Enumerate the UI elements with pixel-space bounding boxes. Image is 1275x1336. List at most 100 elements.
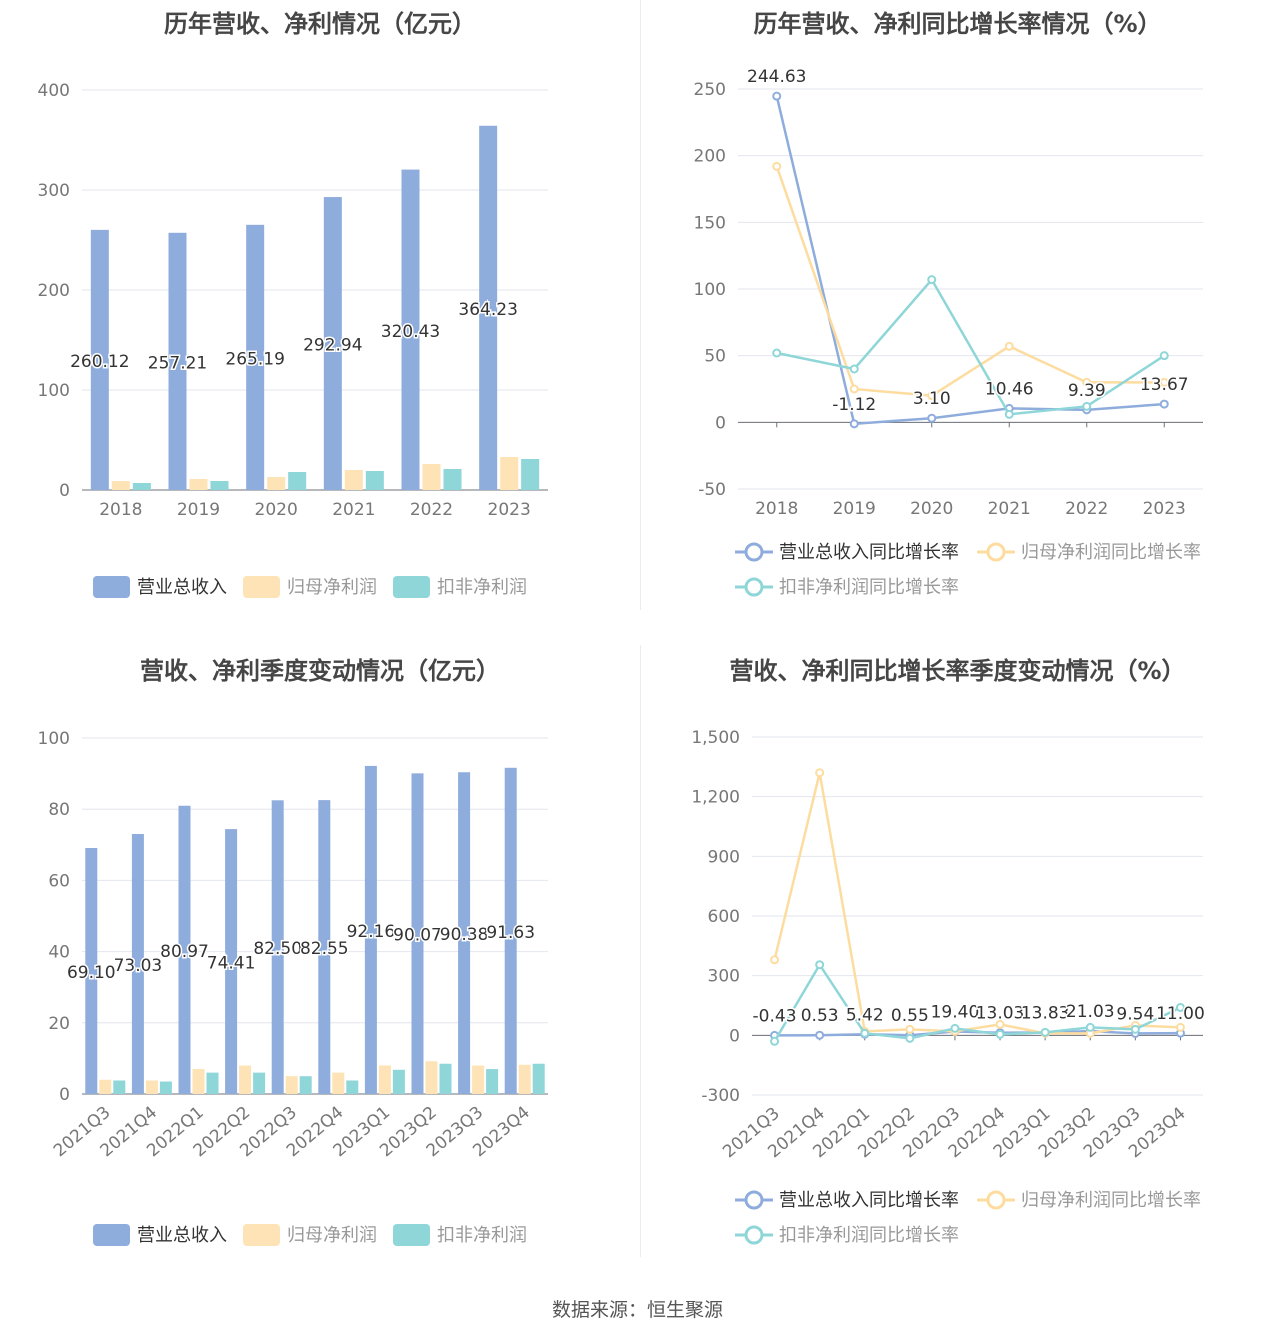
vertical-divider-top bbox=[640, 0, 641, 610]
y-tick-label: 20 bbox=[48, 1014, 70, 1034]
data-label: 21.03 bbox=[1066, 1002, 1115, 1022]
bar-revenue bbox=[271, 800, 284, 1094]
bar-net-profit bbox=[344, 470, 363, 490]
data-label: 19.40 bbox=[931, 1002, 980, 1022]
data-point bbox=[849, 419, 859, 429]
bar-net-profit bbox=[192, 1069, 205, 1094]
bar-revenue bbox=[401, 169, 420, 490]
bar-revenue bbox=[246, 224, 265, 490]
bar-deducted-profit bbox=[210, 481, 229, 490]
legend-swatch bbox=[243, 576, 280, 598]
bar-revenue bbox=[168, 232, 187, 491]
bar-revenue bbox=[131, 834, 144, 1094]
legend-label: 扣非净利润同比增长率 bbox=[779, 577, 959, 598]
bar-deducted-profit bbox=[206, 1072, 219, 1094]
data-point bbox=[849, 384, 859, 394]
bar-deducted-profit bbox=[486, 1069, 499, 1094]
x-tick-label: 2021 bbox=[988, 499, 1031, 519]
y-tick-label: 100 bbox=[38, 729, 70, 749]
bar-deducted-profit bbox=[392, 1069, 405, 1094]
y-tick-label: 60 bbox=[48, 871, 70, 891]
chart-title: 营收、净利同比增长率季度变动情况（%） bbox=[729, 657, 1186, 685]
data-point bbox=[1082, 377, 1092, 387]
data-label: 91.63 bbox=[486, 923, 535, 943]
data-point bbox=[815, 768, 825, 778]
y-tick-label: 80 bbox=[48, 800, 70, 820]
data-point bbox=[1175, 1002, 1185, 1012]
bar-net-profit bbox=[378, 1065, 391, 1094]
x-tick-label: 2022 bbox=[1065, 499, 1108, 519]
data-point bbox=[927, 391, 937, 401]
data-point bbox=[1159, 399, 1169, 409]
bar-net-profit bbox=[472, 1065, 485, 1094]
data-point bbox=[927, 275, 937, 285]
legend-marker bbox=[744, 1190, 764, 1210]
data-label: 73.03 bbox=[114, 956, 163, 976]
legend-marker bbox=[986, 542, 1006, 562]
data-source-footer: 数据来源：恒生聚源 bbox=[551, 1299, 723, 1321]
bar-net-profit bbox=[267, 477, 286, 490]
bar-deducted-profit bbox=[439, 1063, 452, 1094]
legend-swatch bbox=[393, 576, 430, 598]
legend-label: 扣非净利润 bbox=[437, 577, 527, 598]
legend-label: 营业总收入同比增长率 bbox=[779, 1190, 959, 1211]
chart-title: 历年营收、净利情况（亿元） bbox=[164, 10, 476, 38]
vertical-divider-bottom bbox=[640, 645, 641, 1257]
x-tick-label: 2023 bbox=[488, 500, 531, 520]
data-point bbox=[905, 1033, 915, 1043]
legend-label: 归母净利润 bbox=[287, 1225, 377, 1246]
legend-marker bbox=[986, 1190, 1006, 1210]
data-point bbox=[770, 1036, 780, 1046]
bar-net-profit bbox=[189, 479, 208, 490]
series-line-deducted-profit bbox=[776, 277, 1165, 416]
data-label: -1.12 bbox=[832, 395, 876, 415]
legend-label: 扣非净利润同比增长率 bbox=[779, 1225, 959, 1246]
bar-deducted-profit bbox=[443, 469, 462, 490]
legend-label: 营业总收入同比增长率 bbox=[779, 542, 959, 563]
data-point bbox=[905, 1024, 915, 1034]
bar-deducted-profit bbox=[288, 472, 307, 490]
bar-deducted-profit bbox=[532, 1063, 545, 1094]
data-point bbox=[815, 1030, 825, 1040]
data-point bbox=[772, 161, 782, 171]
data-label: 90.07 bbox=[393, 926, 442, 946]
quarterly-growth-rate-svg: -30003006009001,2001,5002021Q32021Q42022… bbox=[691, 728, 1206, 1246]
legend-marker bbox=[744, 577, 764, 597]
data-point bbox=[950, 1023, 960, 1033]
data-point bbox=[1004, 341, 1014, 351]
data-label: 10.46 bbox=[985, 379, 1034, 399]
data-label: 13.83 bbox=[1021, 1004, 1070, 1024]
bar-revenue bbox=[411, 773, 424, 1094]
data-label: 9.39 bbox=[1068, 381, 1106, 401]
data-label: 257.21 bbox=[148, 353, 207, 373]
bar-deducted-profit bbox=[299, 1076, 312, 1094]
legend-swatch bbox=[93, 576, 130, 598]
x-tick-label: 2018 bbox=[99, 500, 142, 520]
bar-revenue bbox=[318, 800, 331, 1094]
bar-net-profit bbox=[145, 1080, 158, 1094]
y-tick-label: 100 bbox=[694, 280, 726, 300]
y-tick-label: 1,200 bbox=[691, 788, 740, 808]
data-point bbox=[770, 955, 780, 965]
legend-label: 扣非净利润 bbox=[437, 1225, 527, 1246]
annual-growth-rate-svg: -50 0 50 100 150 200 250 2018 2019 2020 2021 2022 20… bbox=[694, 66, 1203, 598]
data-label: 92.16 bbox=[347, 922, 396, 942]
series-line-net-profit bbox=[775, 165, 1165, 397]
x-tick-label: 2020 bbox=[255, 500, 298, 520]
y-tick-label: 0 bbox=[729, 1026, 740, 1046]
bar-deducted-profit bbox=[132, 483, 151, 490]
data-point bbox=[927, 413, 937, 423]
series-line-revenue bbox=[775, 95, 1165, 426]
quarterly-growth-rate-chart: 营收、净利同比增长率季度变动情况（%） -300 0 300 600 900 1,200 1… bbox=[640, 645, 1275, 1265]
x-tick-label: 2022 bbox=[410, 500, 453, 520]
chart-title: 营收、净利季度变动情况（亿元） bbox=[140, 657, 500, 685]
y-tick-label: 0 bbox=[715, 413, 726, 433]
data-label: 90.38 bbox=[440, 925, 489, 945]
x-tick-label: 2019 bbox=[833, 499, 876, 519]
x-tick-label: 2021 bbox=[332, 500, 375, 520]
data-point bbox=[772, 91, 782, 101]
data-point bbox=[1040, 1027, 1050, 1037]
annual-revenue-profit-chart: 历年营收、净利情况（亿元） 0 100 200 300 400 2018 2019 2020 2… bbox=[0, 0, 640, 615]
data-label: -0.43 bbox=[753, 1006, 797, 1026]
data-label: 80.97 bbox=[160, 942, 209, 962]
